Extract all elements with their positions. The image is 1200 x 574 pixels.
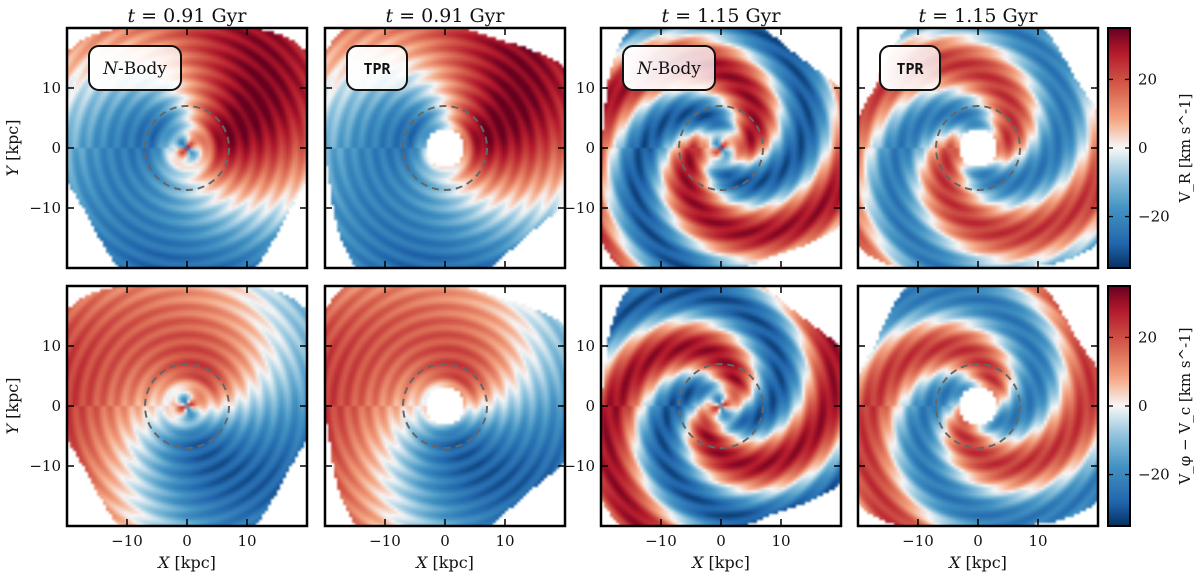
- guide-circle-r0-c3: [935, 105, 1021, 191]
- x-axis-title-c3: X [kpc]: [947, 553, 1007, 572]
- x-tick-label: 0: [182, 532, 192, 550]
- y-tick-label: 10: [42, 337, 61, 355]
- guide-circle-r1-c0: [144, 363, 230, 449]
- x-tick-label: −10: [645, 532, 677, 550]
- time-title-c2: t = 1.15 Gyr: [662, 5, 782, 27]
- heatmap-image-r1-c0: [67, 286, 307, 526]
- y-tick-label: 0: [51, 397, 61, 415]
- heatmap-image-r1-c2: [601, 286, 841, 526]
- colorbar-tick-label: 0: [1138, 139, 1148, 157]
- time-title-c1: t = 0.91 Gyr: [386, 5, 506, 27]
- y-tick-label: 10: [576, 79, 595, 97]
- y-tick-label: −10: [29, 199, 61, 217]
- x-tick-label: 10: [1028, 532, 1047, 550]
- x-tick-label: 10: [771, 532, 790, 550]
- x-tick-label: 0: [716, 532, 726, 550]
- x-tick-label: 0: [973, 532, 983, 550]
- heatmap-image-r1-c3: [858, 286, 1098, 526]
- colorbar-label-r0: V_R [km s^-1]: [1176, 93, 1194, 203]
- model-label-c0: N-Body: [102, 59, 167, 79]
- x-tick-label: 0: [440, 532, 450, 550]
- colorbar-tick-label: 0: [1138, 397, 1148, 415]
- x-tick-label: −10: [902, 532, 934, 550]
- x-axis-title-c0: X [kpc]: [156, 553, 216, 572]
- guide-circle-r0-c2: [678, 105, 764, 191]
- x-axis-title-c2: X [kpc]: [690, 553, 750, 572]
- x-tick-label: −10: [369, 532, 401, 550]
- x-tick-label: 10: [237, 532, 256, 550]
- colorbar-label-r1: V_φ − V_c [km s^-1]: [1176, 327, 1194, 485]
- y-tick-label: 0: [585, 139, 595, 157]
- y-tick-label: −10: [563, 199, 595, 217]
- y-tick-label: 10: [576, 337, 595, 355]
- y-tick-label: 0: [51, 139, 61, 157]
- time-title-c3: t = 1.15 Gyr: [919, 5, 1039, 27]
- y-tick-label: 0: [585, 397, 595, 415]
- heatmap-image-r1-c1: [325, 286, 565, 526]
- colorbar-tick-label: −20: [1138, 466, 1170, 484]
- model-label-c3: TPR: [896, 60, 924, 78]
- guide-circle-r0-c1: [402, 105, 488, 191]
- y-tick-label: −10: [563, 457, 595, 475]
- guide-circle-r1-c1: [402, 363, 488, 449]
- guide-circle-r1-c3: [935, 363, 1021, 449]
- colorbar-tick-label: 20: [1138, 328, 1157, 346]
- model-label-c1: TPR: [363, 60, 391, 78]
- y-axis-title-r1: Y [kpc]: [3, 377, 22, 434]
- colorbar-tick-label: 20: [1138, 70, 1157, 88]
- model-label-box-c0: [88, 45, 182, 91]
- model-label-box-c3: [879, 45, 941, 91]
- model-label-c2: N-Body: [636, 59, 701, 79]
- guide-circle-r1-c2: [678, 363, 764, 449]
- colorbar-tick-label: −20: [1138, 208, 1170, 226]
- y-tick-label: 10: [42, 79, 61, 97]
- model-label-box-c2: [622, 45, 716, 91]
- y-tick-label: −10: [29, 457, 61, 475]
- model-label-box-c1: [346, 45, 408, 91]
- x-axis-title-c1: X [kpc]: [414, 553, 474, 572]
- x-tick-label: −10: [111, 532, 143, 550]
- time-title-c0: t = 0.91 Gyr: [128, 5, 248, 27]
- guide-circle-r0-c0: [144, 105, 230, 191]
- y-axis-title-r0: Y [kpc]: [3, 119, 22, 176]
- x-tick-label: 10: [495, 532, 514, 550]
